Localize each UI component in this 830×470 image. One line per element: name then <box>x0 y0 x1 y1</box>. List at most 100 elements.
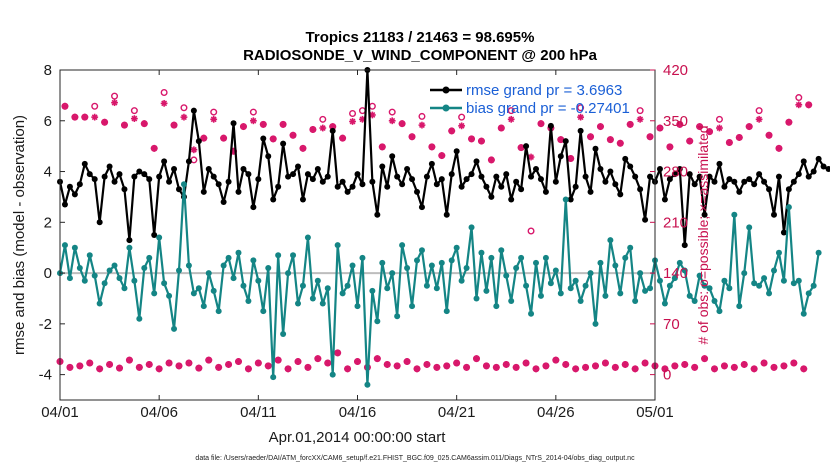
obs_assimilated-marker-96 <box>532 365 540 373</box>
bias-point-84 <box>473 295 480 302</box>
obs_assimilated-marker-12 <box>116 364 123 372</box>
rmse-point-125 <box>676 166 683 172</box>
rmse-point-39 <box>250 204 257 211</box>
y-left-tick-label-0: -4 <box>39 367 52 384</box>
obs_assimilated-marker-48 <box>294 358 302 365</box>
obs_assimilated-marker-78 <box>443 362 451 370</box>
obs_assimilated-marker-16 <box>135 363 143 371</box>
bias-point-89 <box>498 247 505 254</box>
obs_possible-marker-149 <box>795 94 803 102</box>
bias-point-87 <box>488 254 495 261</box>
obs_assimilated-marker-106 <box>582 363 589 371</box>
bias-point-138 <box>741 270 748 277</box>
bias-point-58 <box>344 282 351 289</box>
obs_assimilated-marker-145 <box>775 144 783 152</box>
obs_assimilated-marker-89 <box>497 124 505 132</box>
bias-point-71 <box>409 303 416 310</box>
bias-point-80 <box>453 244 460 251</box>
obs_assimilated-marker-23 <box>170 121 178 129</box>
bias-point-151 <box>805 290 812 297</box>
obs_assimilated-marker-137 <box>735 134 743 141</box>
bias-point-118 <box>642 287 649 294</box>
bias-point-148 <box>790 280 797 287</box>
bias-point-111 <box>607 237 614 244</box>
legend-rmse-marker <box>442 86 450 94</box>
rmse-point-122 <box>661 196 668 203</box>
obs_assimilated-marker-57 <box>339 134 347 142</box>
obs_possible-marker-53 <box>319 115 327 123</box>
obs_assimilated-marker-92 <box>512 363 520 371</box>
bias-point-15 <box>131 277 138 284</box>
bias-point-65 <box>379 259 386 266</box>
rmse-point-19 <box>151 232 158 238</box>
rmse-point-50 <box>304 171 311 178</box>
bias-point-95 <box>528 310 535 317</box>
obs_assimilated-marker-17 <box>140 120 148 128</box>
y-right-tick-label-4: 280 <box>663 164 688 181</box>
rmse-point-68 <box>394 173 401 180</box>
bias-point-16 <box>136 315 143 322</box>
rmse-point-35 <box>230 120 237 127</box>
bias-point-78 <box>443 308 450 315</box>
y-axis-right-label: # of obs: o=possible; ×=assimilated <box>695 125 711 344</box>
obs_possible-marker-105 <box>577 104 585 112</box>
obs_possible-marker-11 <box>111 92 119 100</box>
bias-point-137 <box>736 303 743 310</box>
rmse-point-145 <box>775 173 782 180</box>
obs_assimilated-marker-70 <box>403 358 411 365</box>
bias-point-85 <box>478 249 485 256</box>
obs_assimilated-marker-130 <box>701 355 708 363</box>
rmse-point-154 <box>820 163 827 170</box>
obs_assimilated-marker-100 <box>552 356 560 364</box>
bias-line <box>58 183 820 386</box>
obs_assimilated-marker-82 <box>463 363 470 371</box>
obs_assimilated-marker-151 <box>805 101 813 109</box>
data-file-footer: data file: /Users/raeder/DAI/ATM_forcXX/… <box>195 455 635 462</box>
obs_assimilated-marker-119 <box>646 133 654 141</box>
rmse-point-76 <box>433 181 440 188</box>
obs_assimilated-marker-19 <box>150 144 158 152</box>
bias-point-149 <box>795 277 802 284</box>
rmse-point-49 <box>299 196 306 203</box>
obs_assimilated-marker-25 <box>180 113 188 121</box>
obs_assimilated-marker-122 <box>661 365 669 373</box>
obs_possible-marker-15 <box>130 107 138 115</box>
x-tick-label-1: 04/06 <box>140 404 178 421</box>
bias-point-121 <box>656 277 663 284</box>
obs_assimilated-marker-133 <box>716 124 723 132</box>
obs_assimilated-marker-117 <box>636 115 644 123</box>
obs_assimilated-marker-146 <box>780 362 788 370</box>
bias-point-110 <box>602 292 609 299</box>
bias-point-37 <box>240 282 247 289</box>
rmse-point-146 <box>780 229 787 236</box>
rmse-point-99 <box>547 122 554 129</box>
rmse-point-112 <box>612 181 619 188</box>
bias-point-4 <box>76 265 83 271</box>
bias-point-64 <box>374 318 381 325</box>
obs_assimilated-marker-28 <box>195 364 203 372</box>
rmse-point-47 <box>290 171 297 178</box>
bias-point-100 <box>552 267 559 274</box>
rmse-point-115 <box>627 163 634 170</box>
bias-point-57 <box>339 290 346 297</box>
obs_assimilated-marker-84 <box>473 355 480 363</box>
bias-point-101 <box>557 290 564 297</box>
rmse-point-22 <box>166 178 173 185</box>
bias-point-55 <box>329 371 336 378</box>
rmse-point-101 <box>557 153 564 160</box>
bias-point-77 <box>438 259 445 266</box>
bias-point-20 <box>156 234 163 241</box>
rmse-point-152 <box>810 168 817 175</box>
bias-point-108 <box>592 320 599 327</box>
bias-point-5 <box>81 277 88 284</box>
bias-point-107 <box>587 270 594 277</box>
obs_assimilated-marker-143 <box>765 131 773 139</box>
bias-point-61 <box>359 254 366 261</box>
rmse-point-13 <box>121 186 128 193</box>
bias-point-10 <box>106 267 113 274</box>
bias-point-17 <box>141 265 148 271</box>
bias-point-7 <box>91 272 98 279</box>
obs_assimilated-marker-60 <box>354 358 361 365</box>
rmse-point-27 <box>190 107 197 114</box>
obs_assimilated-marker-38 <box>245 365 252 373</box>
